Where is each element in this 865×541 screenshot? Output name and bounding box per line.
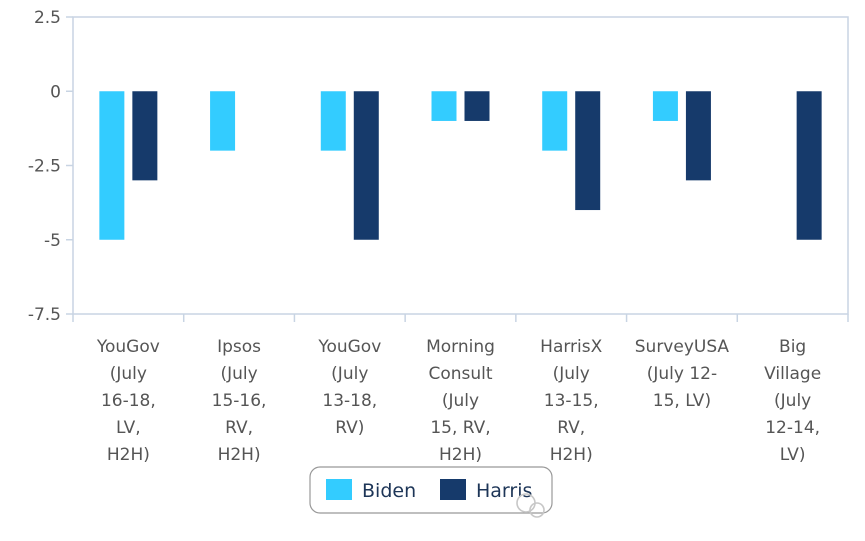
legend-item-biden[interactable]: Biden xyxy=(326,479,416,502)
plot-frame xyxy=(72,16,849,315)
bar-biden[interactable] xyxy=(99,91,125,240)
bar-biden[interactable] xyxy=(652,91,678,121)
legend[interactable]: Biden Harris xyxy=(309,466,553,514)
x-category-label: HarrisX (July 13-15, RV, H2H) xyxy=(540,337,602,465)
bar-biden[interactable] xyxy=(542,91,568,151)
bar-harris[interactable] xyxy=(796,91,822,240)
legend-swatch xyxy=(326,479,352,500)
legend-label: Harris xyxy=(476,480,532,502)
x-category-label: SurveyUSA (July 12-15, LV) xyxy=(635,337,730,411)
legend-box xyxy=(309,466,553,514)
bar-harris[interactable] xyxy=(464,91,490,121)
x-category-label: Big Village (July 12-14, LV) xyxy=(764,337,821,465)
bars xyxy=(99,91,822,240)
y-tick-label: 2.5 xyxy=(34,8,61,28)
legend-swatch xyxy=(440,479,466,500)
wechat-watermark-icon xyxy=(516,493,545,518)
legend-item-harris[interactable]: Harris xyxy=(440,479,532,502)
bar-biden[interactable] xyxy=(320,91,346,151)
x-category-label: Morning Consult (July 15, RV, H2H) xyxy=(426,337,495,465)
legend-label: Biden xyxy=(362,480,416,502)
y-tick-label: 0 xyxy=(50,82,61,102)
bar-harris[interactable] xyxy=(575,91,601,211)
y-tick-label: -7.5 xyxy=(28,305,61,325)
bar-biden[interactable] xyxy=(431,91,457,121)
x-category-label: Ipsos (July 15-16, RV, H2H) xyxy=(212,337,267,465)
y-axis: 2.5 0 -2.5 -5 -7.5 xyxy=(28,8,73,325)
x-category-label: YouGov (July 13-18, RV) xyxy=(317,337,381,438)
bar-harris[interactable] xyxy=(685,91,711,181)
bar-harris[interactable] xyxy=(132,91,158,181)
bar-harris[interactable] xyxy=(353,91,379,240)
x-category-label: YouGov (July 16-18, LV, H2H) xyxy=(96,337,160,465)
y-tick-label: -5 xyxy=(44,231,61,251)
plot-area xyxy=(72,16,849,315)
x-axis: YouGov (July 16-18, LV, H2H) Ipsos (July 15-16,… xyxy=(72,314,849,465)
bar-biden[interactable] xyxy=(210,91,236,151)
y-tick-label: -2.5 xyxy=(28,157,61,177)
